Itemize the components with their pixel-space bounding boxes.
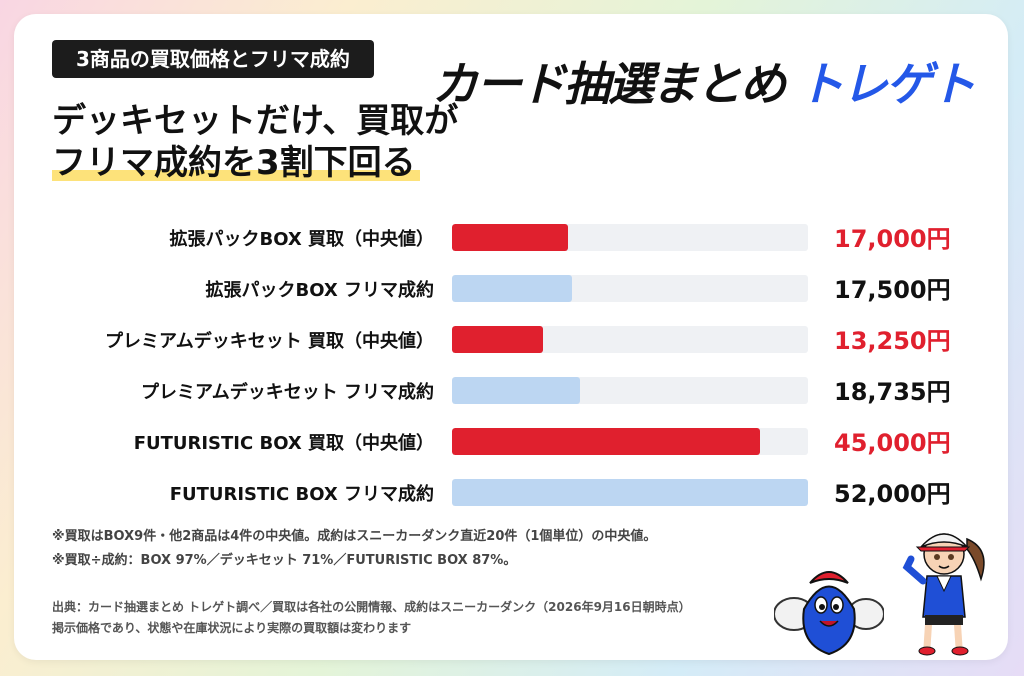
bar-row: FUTURISTIC BOX 買取（中央値） 45,000円: [14, 418, 1008, 469]
footnote-1: ※買取はBOX9件・他2商品は4件の中央値。成約はスニーカーダンク直近20件（1…: [52, 529, 657, 544]
bar-label: プレミアムデッキセット フリマ成約: [140, 382, 434, 403]
bar-value-label: 18,735円: [834, 378, 951, 406]
bar-track: [452, 479, 808, 506]
bar-flea-market-price: [452, 275, 572, 302]
logo-text-main: カード抽選まとめ: [432, 57, 786, 111]
bar-track: [452, 224, 808, 251]
bar-track: [452, 428, 808, 455]
source-note: 出典：カード抽選まとめ トレゲト調べ／買取は各社の公開情報、成約はスニーカーダン…: [52, 597, 691, 639]
bar-chart: 拡張パックBOX 買取（中央値） 17,000円拡張パックBOX フリマ成約 17,…: [14, 214, 1008, 520]
logo-text-brand: トレゲト: [798, 57, 976, 111]
bar-row: 拡張パックBOX 買取（中央値） 17,000円: [14, 214, 1008, 265]
brand-logo: カード抽選まとめ トレゲト: [432, 52, 976, 116]
headline: デッキセットだけ、買取が フリマ成約を3割下回る: [52, 100, 458, 184]
blue-mascot-illustration: [774, 571, 884, 656]
footnote-2: ※買取÷成約：BOX 97%／デッキセット 71%／FUTURISTIC BOX…: [52, 553, 517, 568]
bar-label: FUTURISTIC BOX フリマ成約: [169, 484, 434, 505]
infographic-card: 3商品の買取価格とフリマ成約 デッキセットだけ、買取が フリマ成約を3割下回る …: [14, 14, 1008, 660]
bar-track: [452, 377, 808, 404]
bar-row: 拡張パックBOX フリマ成約 17,500円: [14, 265, 1008, 316]
bar-track: [452, 275, 808, 302]
bar-buy-price: [452, 224, 569, 251]
bar-label: プレミアムデッキセット 買取（中央値）: [104, 331, 434, 352]
footnotes: ※買取はBOX9件・他2商品は4件の中央値。成約はスニーカーダンク直近20件（1…: [52, 525, 656, 573]
bar-row: プレミアムデッキセット 買取（中央値） 13,250円: [14, 316, 1008, 367]
topic-tag: 3商品の買取価格とフリマ成約: [52, 40, 374, 78]
bar-value-label: 13,250円: [834, 327, 951, 355]
bar-flea-market-price: [452, 377, 581, 404]
bar-label: 拡張パックBOX フリマ成約: [205, 280, 434, 301]
bar-label: 拡張パックBOX 買取（中央値）: [169, 229, 434, 250]
bar-flea-market-price: [452, 479, 808, 506]
bar-value-label: 17,500円: [834, 276, 951, 304]
girl-mascot-illustration: [902, 533, 985, 656]
headline-line-2: フリマ成約を3割下回る: [52, 143, 420, 183]
bar-label: FUTURISTIC BOX 買取（中央値）: [133, 433, 434, 454]
bar-value-label: 52,000円: [834, 480, 951, 508]
headline-line-1: デッキセットだけ、買取が: [52, 101, 459, 141]
bar-row: FUTURISTIC BOX フリマ成約 52,000円: [14, 469, 1008, 520]
bar-value-label: 45,000円: [834, 429, 951, 457]
source-line-2: 掲示価格であり、状態や在庫状況により実際の買取額は変わります: [52, 621, 412, 635]
bar-buy-price: [452, 326, 543, 353]
bar-value-label: 17,000円: [834, 225, 951, 253]
bar-buy-price: [452, 428, 761, 455]
bar-track: [452, 326, 808, 353]
source-line-1: 出典：カード抽選まとめ トレゲト調べ／買取は各社の公開情報、成約はスニーカーダン…: [52, 600, 691, 614]
bar-row: プレミアムデッキセット フリマ成約 18,735円: [14, 367, 1008, 418]
